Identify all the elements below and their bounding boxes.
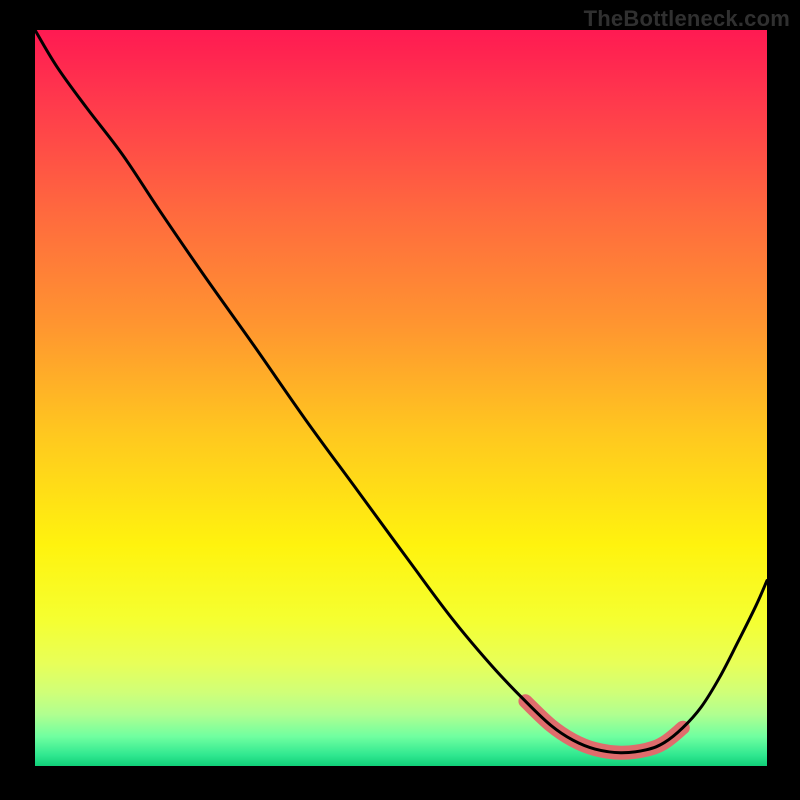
gradient-background [35, 30, 767, 766]
bottleneck-chart [0, 0, 800, 800]
chart-frame: TheBottleneck.com [0, 0, 800, 800]
